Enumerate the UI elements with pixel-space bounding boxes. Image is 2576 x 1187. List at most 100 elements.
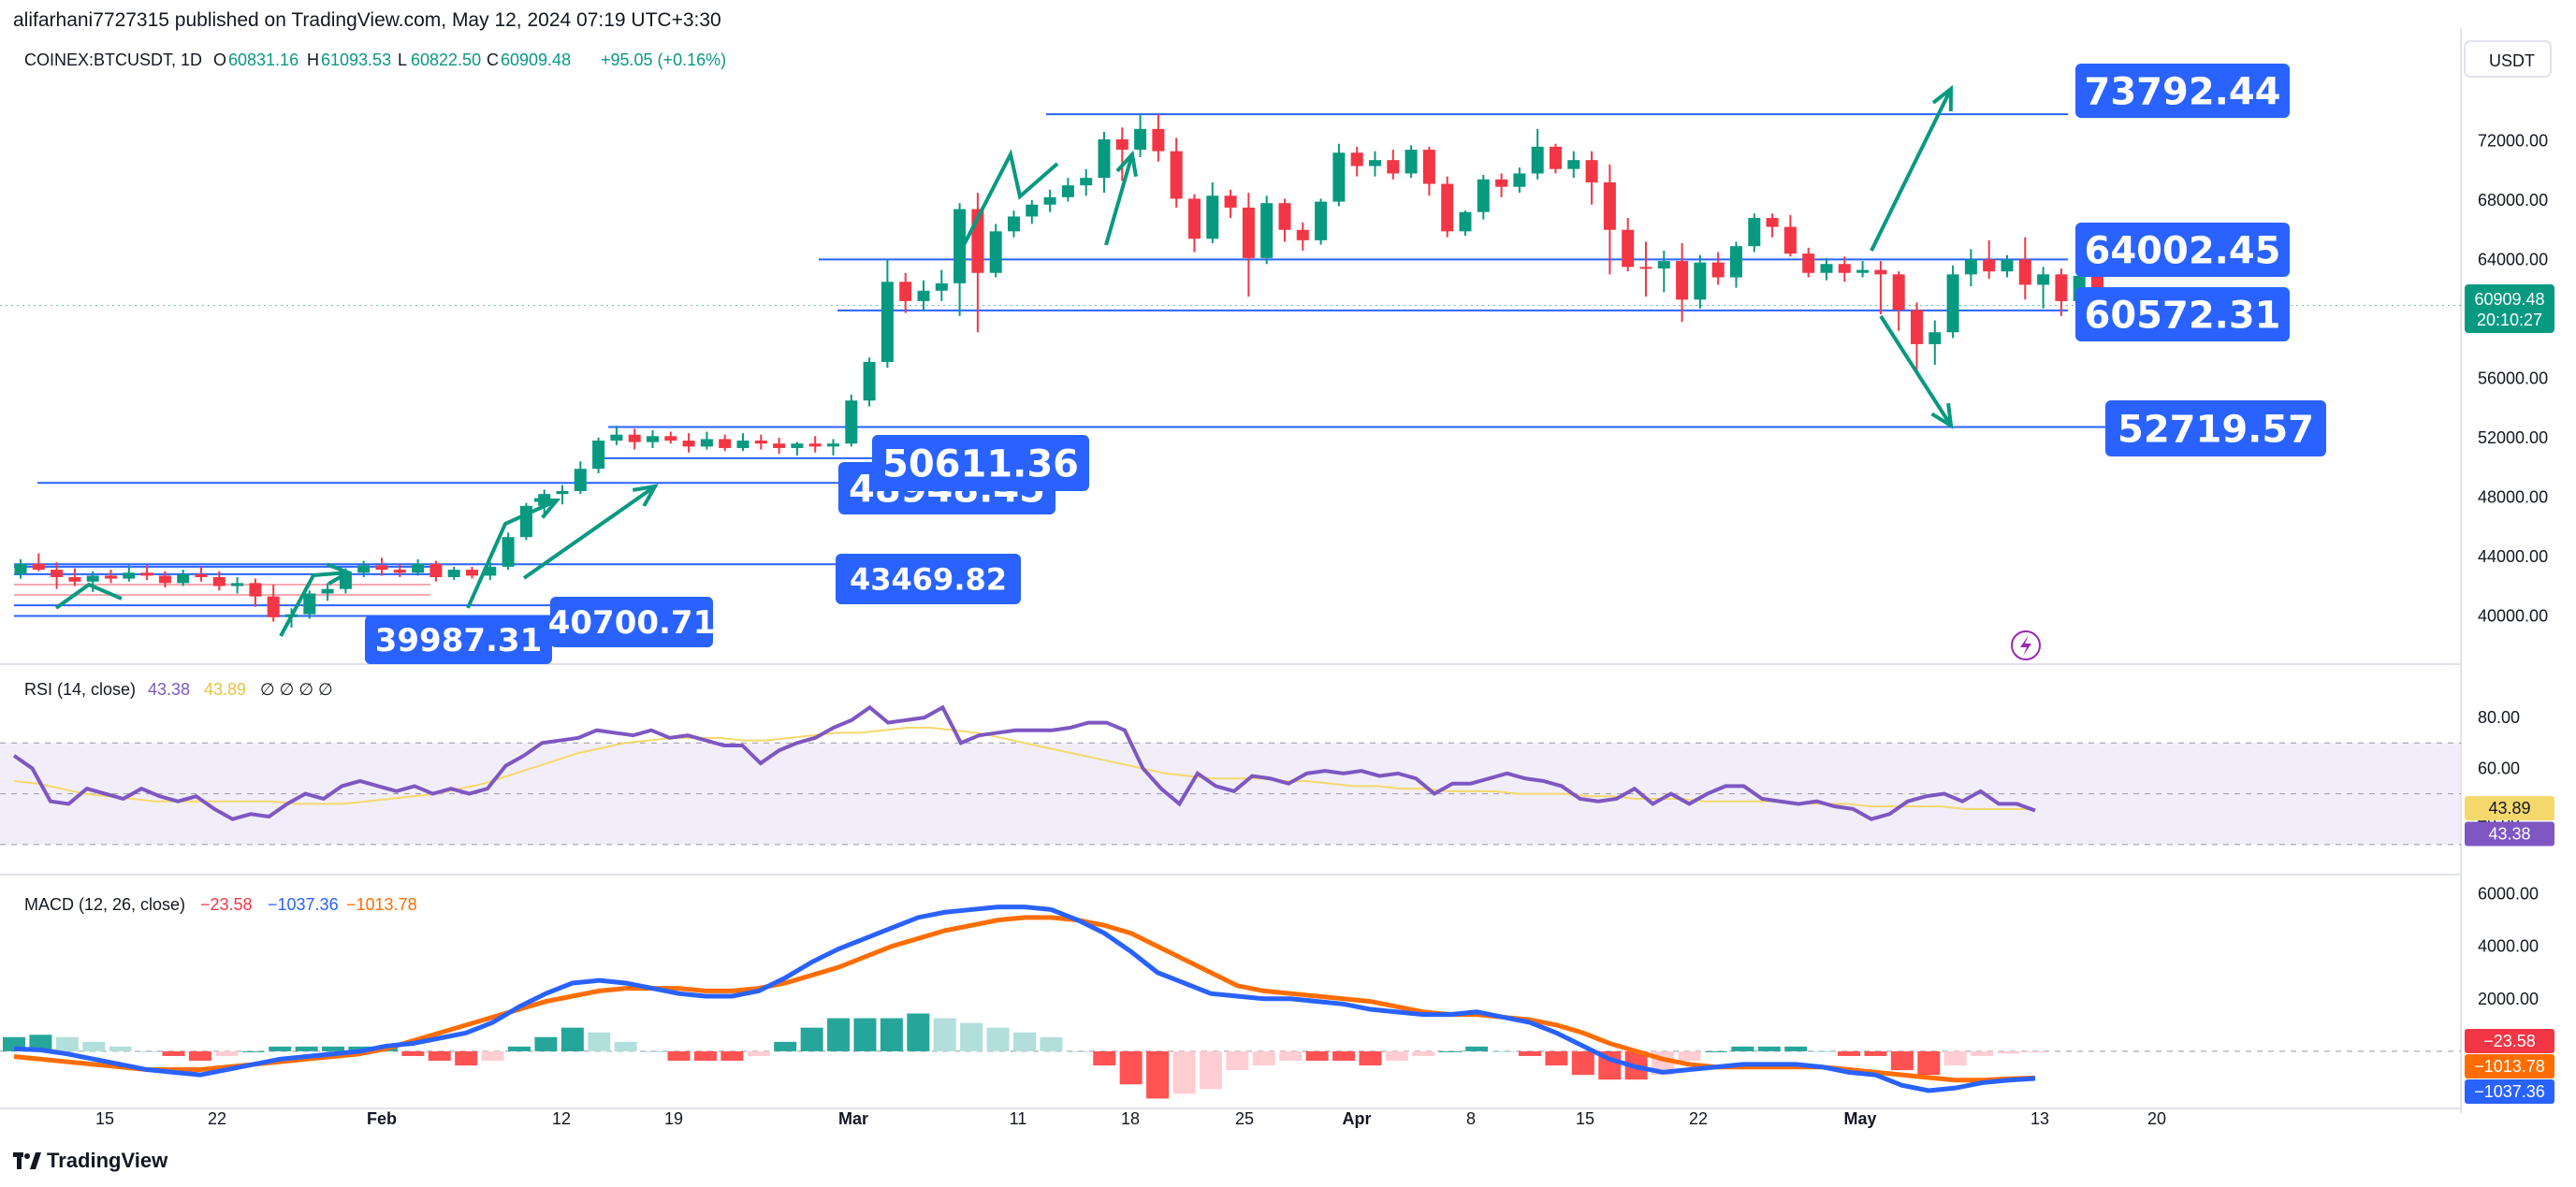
label-43469-bg [836, 554, 1021, 604]
macd-histogram-bar [241, 1050, 265, 1052]
price-tick-label: 68000.00 [2478, 191, 2548, 210]
macd-histogram-bar [1040, 1036, 1063, 1051]
candle-body [953, 209, 967, 283]
candle-body [303, 593, 316, 615]
macd-histogram-bar [1332, 1050, 1356, 1061]
macd-histogram-bar [614, 1041, 637, 1051]
candle-body [1459, 211, 1472, 232]
candle-body [1080, 178, 1093, 186]
candle-body [1946, 274, 1959, 333]
macd-histogram-bar [1784, 1046, 1808, 1051]
candle-body [231, 583, 244, 586]
candle-body [212, 577, 226, 586]
candle-body [1008, 216, 1020, 232]
candle-body [1026, 204, 1039, 217]
label-52719-bg [2105, 400, 2326, 456]
macd-histogram-bar [853, 1018, 877, 1051]
legend-c-value: 60909.48 [501, 51, 571, 69]
rsi-title: RSI (14, close) [24, 680, 136, 699]
macd-histogram-bar [907, 1013, 930, 1051]
candle-body [177, 573, 190, 584]
macd-histogram-bar [1385, 1050, 1408, 1061]
time-tick-label: 19 [664, 1109, 683, 1128]
legend-l-label: L [398, 51, 407, 69]
price-axis: 72000.0068000.0064000.0060000.0056000.00… [2478, 132, 2548, 626]
label-73792-bg [2075, 64, 2290, 118]
price-tag-value: 60909.48 [2474, 290, 2544, 309]
candle-body [1296, 229, 1309, 240]
macd-line-tag [2465, 1079, 2554, 1104]
candle-body [2055, 274, 2068, 301]
candle-body [1098, 138, 1111, 179]
macd-histogram-bar [1917, 1050, 1941, 1076]
candle-body [1838, 264, 1851, 273]
macd-histogram-bar [933, 1018, 956, 1051]
candle-body [1369, 160, 1381, 166]
macd-histogram-bar [960, 1022, 983, 1051]
legend-change: +95.05 (+0.16%) [601, 51, 726, 69]
candle-body [682, 441, 695, 447]
current-price-tag: 60909.48 20:10:27 [2465, 284, 2554, 333]
candle-body [863, 361, 876, 401]
candle-body [1224, 195, 1237, 208]
tradingview-logo[interactable]: TradingView [13, 1149, 167, 1173]
macd-histogram-bar [1492, 1050, 1515, 1052]
level-lines [0, 113, 2461, 617]
time-tick-label: 12 [552, 1109, 571, 1128]
macd-histogram-bar [1146, 1050, 1170, 1099]
candle-body [1748, 218, 1761, 247]
candle-body [393, 570, 406, 573]
candle-body [1477, 179, 1490, 212]
currency-label: USDT [2489, 51, 2535, 70]
price-tag-countdown: 20:10:27 [2477, 311, 2542, 329]
label-39987: 39987.31 [375, 622, 543, 659]
label-60572: 60572.31 [2084, 294, 2280, 337]
rsi-line [12, 704, 2036, 821]
macd-line-tag-value: −1037.36 [2474, 1082, 2545, 1101]
macd-tick-label: 2000.00 [2478, 990, 2539, 1008]
candle-body [2037, 274, 2050, 285]
time-tick-label: 13 [2030, 1109, 2049, 1128]
candle-body [1188, 198, 1201, 239]
candle-body [267, 596, 280, 617]
trend-arrow [466, 499, 558, 609]
rsi-value-1: 43.38 [148, 680, 190, 699]
candle-body [1043, 196, 1056, 205]
candle-body [1766, 218, 1779, 227]
candle-body [1657, 261, 1670, 268]
macd-histogram-bar [481, 1050, 504, 1061]
candles [14, 113, 2122, 628]
macd-histogram-bar [1757, 1046, 1781, 1051]
arrow-head [1115, 150, 1139, 177]
candle-body [1115, 138, 1128, 151]
macd-tick-label: 4000.00 [2478, 937, 2539, 956]
macd-histogram-bar [136, 1050, 159, 1052]
candle-body [1964, 259, 1977, 275]
candle-body [1585, 160, 1598, 182]
macd-histogram-bar [560, 1027, 584, 1051]
macd-histogram-bar [1838, 1050, 1861, 1056]
candle-body [1892, 274, 1905, 311]
time-tick-label: 25 [1235, 1109, 1254, 1128]
trend-arrows [54, 84, 1954, 637]
label-60572-bg [2075, 287, 2290, 341]
macd-line-value: −1037.36 [268, 895, 339, 914]
candle-body [1622, 229, 1635, 268]
macd-hist-value: −23.58 [200, 895, 253, 914]
macd-histogram-bar [1119, 1050, 1142, 1085]
candle-body [1061, 185, 1074, 197]
label-64002-bg [2075, 223, 2290, 277]
macd-histogram-bar [667, 1050, 691, 1061]
time-tick-label: 18 [1121, 1109, 1140, 1128]
candle-body [880, 282, 894, 362]
lightning-icon[interactable] [2011, 630, 2041, 660]
candle-body [664, 436, 677, 442]
arrow-head [1930, 402, 1954, 429]
macd-histogram-bar [188, 1050, 211, 1061]
currency-button[interactable]: USDT [2464, 40, 2552, 78]
macd-histogram-bar [1279, 1050, 1303, 1061]
candle-body [935, 282, 948, 291]
candle-body [1550, 146, 1562, 169]
candle-body [375, 565, 388, 571]
